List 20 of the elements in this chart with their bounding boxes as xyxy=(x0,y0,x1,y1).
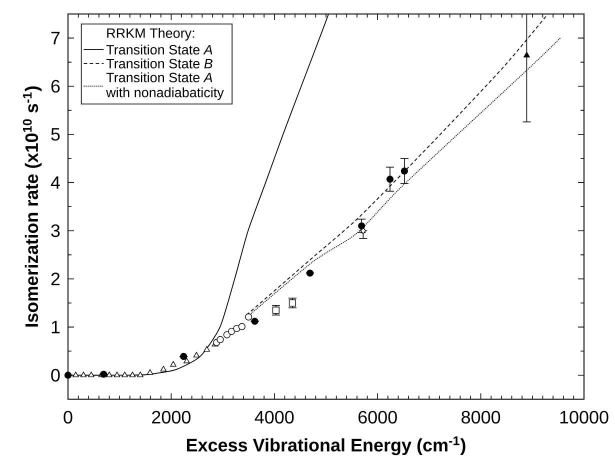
legend-label: Transition State A xyxy=(106,44,212,54)
y-axis-title: Isomerization rate (x10$^{10}$ s$^{-1}$) xyxy=(22,86,42,327)
x-tick-label: 6000 xyxy=(358,410,397,424)
y-tick-label: 3 xyxy=(51,224,60,238)
y-tick-label: 1 xyxy=(52,320,60,334)
legend-label: Transition State B xyxy=(106,58,212,68)
x-tick-label: 0 xyxy=(64,410,72,424)
x-axis-title: Excess Vibrational Energy (cm$^{-1}$) xyxy=(186,436,466,456)
y-tick-label: 4 xyxy=(50,176,60,189)
x-tick-label: 4000 xyxy=(254,410,294,424)
y-tick-label: 5 xyxy=(51,128,60,141)
y-tick-label: 2 xyxy=(51,272,60,286)
y-tick-label: 0 xyxy=(51,368,60,382)
legend-label: Transition State A with nonadiabaticity xyxy=(106,72,224,100)
x-tick-label: 10000 xyxy=(560,410,608,424)
x-tick-label: 8000 xyxy=(462,410,500,424)
x-tick-label: 2000 xyxy=(152,410,191,424)
legend-title: RRKM Theory: xyxy=(107,28,194,41)
y-tick-label: 6 xyxy=(51,80,60,93)
y-tick-label: 7 xyxy=(51,32,60,44)
